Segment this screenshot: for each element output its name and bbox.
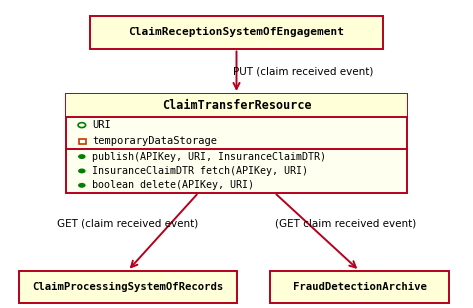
- Text: ClaimReceptionSystemOfEngagement: ClaimReceptionSystemOfEngagement: [129, 27, 344, 37]
- Text: ClaimProcessingSystemOfRecords: ClaimProcessingSystemOfRecords: [32, 282, 223, 292]
- Text: InsuranceClaimDTR fetch(APIKey, URI): InsuranceClaimDTR fetch(APIKey, URI): [92, 166, 308, 176]
- Text: FraudDetectionArchive: FraudDetectionArchive: [292, 282, 427, 292]
- Text: URI: URI: [92, 120, 111, 130]
- Circle shape: [78, 168, 86, 173]
- Bar: [66, 94, 407, 117]
- Bar: [66, 94, 407, 192]
- Circle shape: [78, 183, 86, 188]
- Text: temporaryDataStorage: temporaryDataStorage: [92, 136, 217, 146]
- Text: publish(APIKey, URI, InsuranceClaimDTR): publish(APIKey, URI, InsuranceClaimDTR): [92, 152, 326, 162]
- Text: PUT (claim received event): PUT (claim received event): [233, 66, 373, 76]
- Text: boolean delete(APIKey, URI): boolean delete(APIKey, URI): [92, 180, 254, 190]
- Text: (GET claim received event): (GET claim received event): [275, 219, 416, 229]
- Text: GET (claim received event): GET (claim received event): [57, 219, 198, 229]
- Bar: [19, 271, 236, 303]
- Circle shape: [78, 154, 86, 159]
- Bar: [90, 16, 383, 48]
- Bar: [79, 139, 86, 144]
- Text: ClaimTransferResource: ClaimTransferResource: [162, 99, 311, 112]
- Bar: [270, 271, 449, 303]
